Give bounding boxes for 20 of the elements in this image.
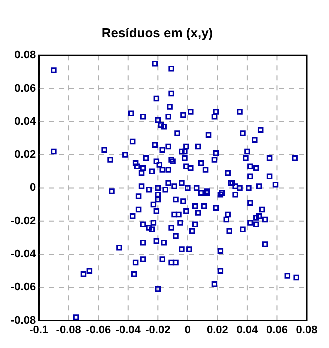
y-tick-label: 0.08: [14, 50, 36, 62]
y-tick-label: 0.04: [14, 116, 37, 128]
x-tick-label: 0.08: [296, 324, 318, 336]
y-tick-label: -0.02: [10, 215, 36, 228]
y-tick-label: 0.02: [14, 149, 36, 162]
x-tick-label: 0: [184, 324, 191, 336]
x-tick-label: 0.04: [236, 324, 260, 336]
x-tick-label: 0.06: [266, 324, 288, 336]
y-tick-label: -0.08: [10, 314, 36, 327]
x-tick-label: -0.1: [30, 324, 49, 336]
x-tick-label: -0.02: [146, 324, 171, 336]
y-tick-label: 0: [30, 182, 36, 194]
y-tick-label: 0.06: [14, 82, 36, 95]
y-tick-label: -0.04: [10, 248, 37, 261]
y-tick-label: -0.06: [10, 282, 36, 294]
x-tick-label: -0.04: [116, 324, 142, 336]
x-tick-label: -0.06: [86, 324, 112, 336]
chart-title: Resíduos em (x,y): [102, 25, 214, 40]
x-tick-label: 0.02: [206, 324, 228, 336]
x-tick-label: -0.08: [56, 324, 82, 336]
